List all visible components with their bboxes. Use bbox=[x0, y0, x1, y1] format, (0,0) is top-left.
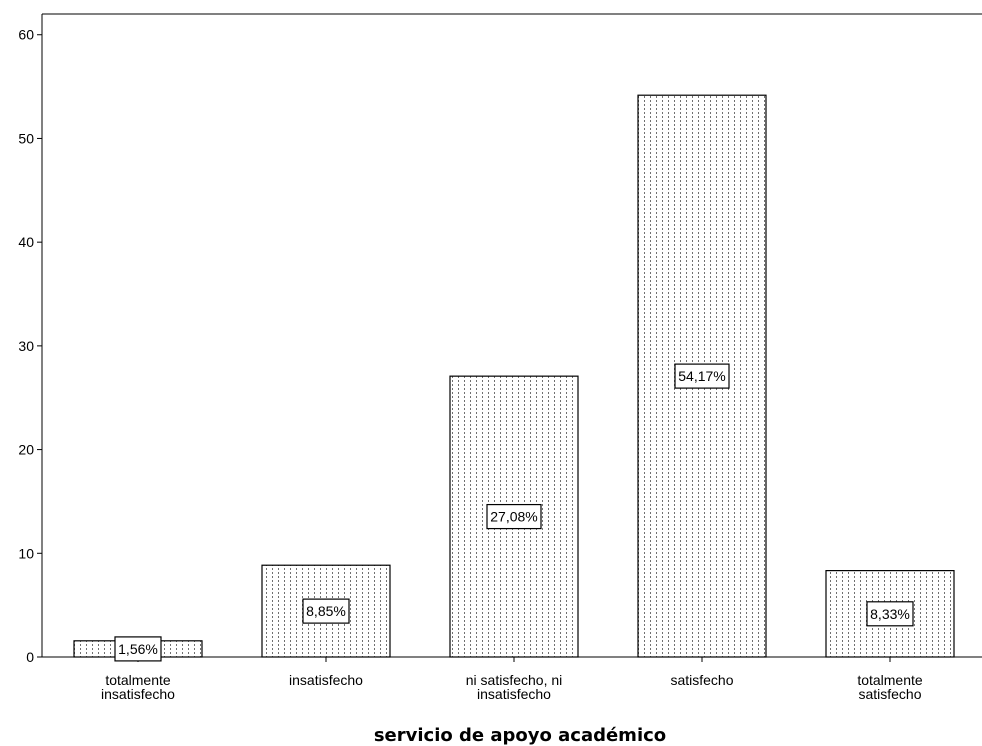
data-label: 54,17% bbox=[674, 363, 730, 389]
data-label: 1,56% bbox=[114, 636, 162, 662]
x-tick-label: totalmente satisfecho bbox=[857, 672, 923, 702]
data-label: 8,85% bbox=[302, 598, 350, 624]
svg-text:54,17%: 54,17% bbox=[678, 368, 725, 384]
data-label: 8,33% bbox=[866, 601, 914, 627]
x-tick-label: totalmente insatisfecho bbox=[101, 672, 175, 702]
x-tick-label: ni satisfecho, ni insatisfecho bbox=[466, 672, 563, 702]
data-labels: 1,56% 8,85% 27,08% 54,17% 8,33% bbox=[114, 363, 914, 662]
category-labels: totalmente insatisfecho insatisfecho ni sat… bbox=[101, 672, 923, 702]
y-tick-label: 10 bbox=[18, 545, 34, 561]
svg-text:27,08%: 27,08% bbox=[490, 509, 537, 525]
svg-text:8,85%: 8,85% bbox=[306, 603, 346, 619]
x-tick-label: insatisfecho bbox=[289, 672, 363, 688]
y-tick-label: 60 bbox=[18, 27, 34, 43]
y-tick-label: 0 bbox=[26, 649, 34, 665]
svg-text:8,33%: 8,33% bbox=[870, 606, 910, 622]
y-tick-label: 50 bbox=[18, 130, 34, 146]
y-tick-label: 30 bbox=[18, 338, 34, 354]
y-tick-label: 40 bbox=[18, 234, 34, 250]
x-tick-label: satisfecho bbox=[670, 672, 733, 688]
x-axis-title: servicio de apoyo académico bbox=[374, 725, 666, 746]
data-label: 27,08% bbox=[486, 503, 542, 530]
svg-text:1,56%: 1,56% bbox=[118, 641, 158, 657]
y-tick-label: 20 bbox=[18, 442, 34, 458]
bars bbox=[73, 94, 955, 658]
